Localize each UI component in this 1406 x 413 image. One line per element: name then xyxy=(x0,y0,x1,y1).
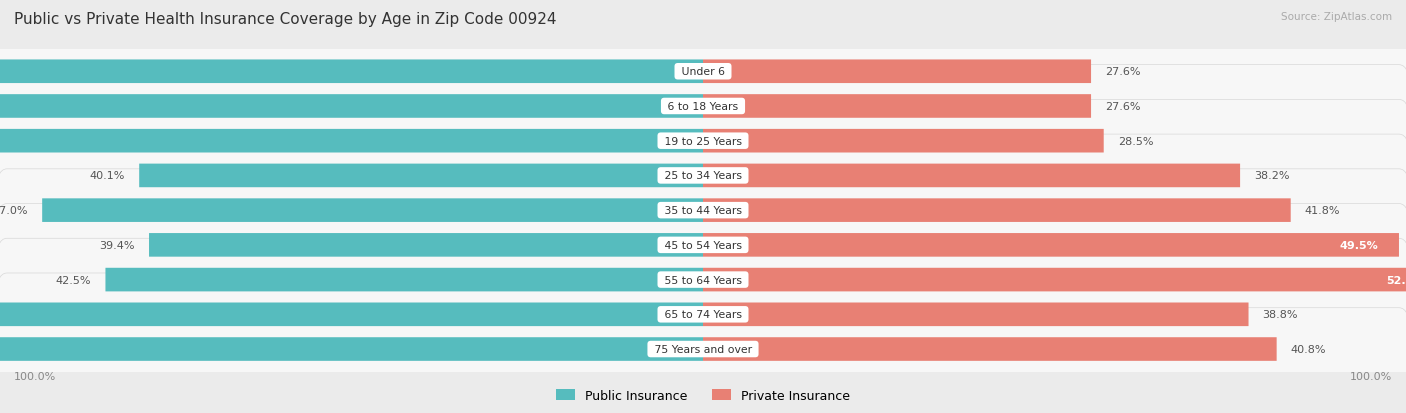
Text: 35 to 44 Years: 35 to 44 Years xyxy=(661,206,745,216)
Text: 75 Years and over: 75 Years and over xyxy=(651,344,755,354)
FancyBboxPatch shape xyxy=(0,66,1406,148)
FancyBboxPatch shape xyxy=(703,130,1104,153)
FancyBboxPatch shape xyxy=(0,239,1406,321)
FancyBboxPatch shape xyxy=(0,95,703,119)
Text: 100.0%: 100.0% xyxy=(1350,371,1392,381)
FancyBboxPatch shape xyxy=(139,164,703,188)
Text: 100.0%: 100.0% xyxy=(14,371,56,381)
Text: Under 6: Under 6 xyxy=(678,67,728,77)
Text: 55 to 64 Years: 55 to 64 Years xyxy=(661,275,745,285)
Text: 25 to 34 Years: 25 to 34 Years xyxy=(661,171,745,181)
FancyBboxPatch shape xyxy=(703,95,1091,119)
Legend: Public Insurance, Private Insurance: Public Insurance, Private Insurance xyxy=(551,384,855,407)
FancyBboxPatch shape xyxy=(703,233,1399,257)
FancyBboxPatch shape xyxy=(0,303,703,326)
Text: 52.8%: 52.8% xyxy=(1386,275,1406,285)
FancyBboxPatch shape xyxy=(703,60,1091,84)
FancyBboxPatch shape xyxy=(703,303,1249,326)
FancyBboxPatch shape xyxy=(0,100,1406,183)
Text: 40.1%: 40.1% xyxy=(90,171,125,181)
Text: 40.8%: 40.8% xyxy=(1291,344,1326,354)
FancyBboxPatch shape xyxy=(703,199,1291,223)
FancyBboxPatch shape xyxy=(0,308,1406,390)
Text: 39.4%: 39.4% xyxy=(100,240,135,250)
Text: 19 to 25 Years: 19 to 25 Years xyxy=(661,136,745,146)
FancyBboxPatch shape xyxy=(0,337,703,361)
Text: 65 to 74 Years: 65 to 74 Years xyxy=(661,310,745,320)
FancyBboxPatch shape xyxy=(0,204,1406,287)
Text: 27.6%: 27.6% xyxy=(1105,67,1140,77)
Text: 42.5%: 42.5% xyxy=(56,275,91,285)
Text: 28.5%: 28.5% xyxy=(1118,136,1153,146)
Text: 49.5%: 49.5% xyxy=(1339,240,1378,250)
FancyBboxPatch shape xyxy=(0,60,703,84)
Text: Public vs Private Health Insurance Coverage by Age in Zip Code 00924: Public vs Private Health Insurance Cover… xyxy=(14,12,557,27)
FancyBboxPatch shape xyxy=(42,199,703,223)
FancyBboxPatch shape xyxy=(105,268,703,292)
Text: 38.2%: 38.2% xyxy=(1254,171,1289,181)
FancyBboxPatch shape xyxy=(0,130,703,153)
FancyBboxPatch shape xyxy=(703,337,1277,361)
FancyBboxPatch shape xyxy=(0,31,1406,113)
Text: 47.0%: 47.0% xyxy=(0,206,28,216)
FancyBboxPatch shape xyxy=(703,164,1240,188)
Text: 38.8%: 38.8% xyxy=(1263,310,1298,320)
FancyBboxPatch shape xyxy=(0,169,1406,252)
Text: Source: ZipAtlas.com: Source: ZipAtlas.com xyxy=(1281,12,1392,22)
Text: 41.8%: 41.8% xyxy=(1305,206,1340,216)
FancyBboxPatch shape xyxy=(0,135,1406,217)
FancyBboxPatch shape xyxy=(149,233,703,257)
Text: 45 to 54 Years: 45 to 54 Years xyxy=(661,240,745,250)
FancyBboxPatch shape xyxy=(703,268,1406,292)
FancyBboxPatch shape xyxy=(0,273,1406,356)
Text: 6 to 18 Years: 6 to 18 Years xyxy=(664,102,742,112)
Text: 27.6%: 27.6% xyxy=(1105,102,1140,112)
